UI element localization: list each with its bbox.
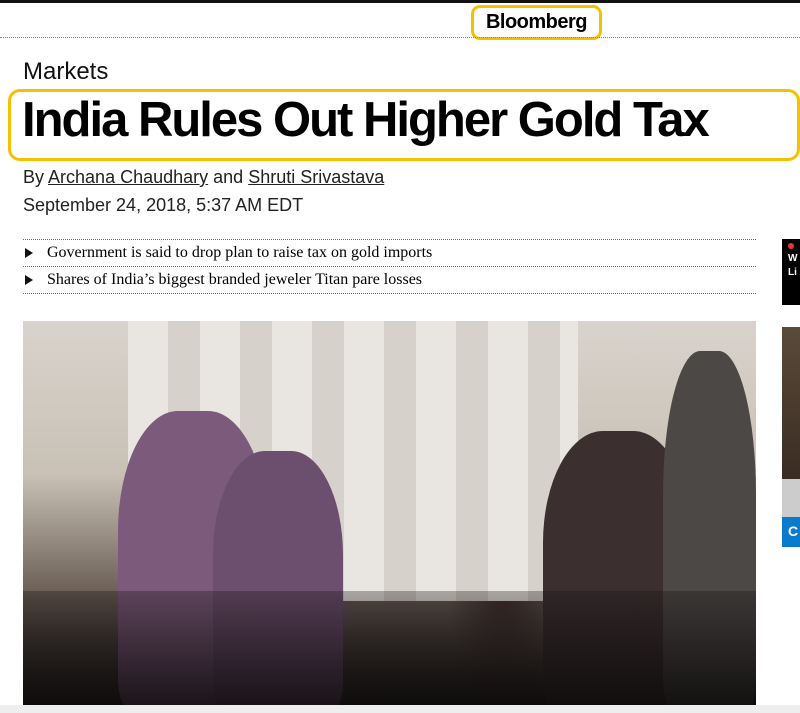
divider <box>0 37 800 38</box>
list-item: Shares of India’s biggest branded jewele… <box>23 267 756 294</box>
byline-joiner: and <box>213 167 244 187</box>
triangle-bullet-icon <box>25 275 33 285</box>
publish-date: September 24, 2018, 5:37 AM EDT <box>23 195 304 215</box>
top-bar <box>0 0 800 3</box>
list-item: Government is said to drop plan to raise… <box>23 240 756 267</box>
promo-text: W <box>788 253 798 264</box>
section-label[interactable]: Markets <box>23 58 109 85</box>
headline-highlight <box>8 89 800 161</box>
live-dot-icon <box>788 243 794 249</box>
footer-strip <box>0 705 800 713</box>
bullet-text: Government is said to drop plan to raise… <box>47 244 433 261</box>
sidebar-live-promo[interactable]: W Li <box>782 239 800 305</box>
logo-link[interactable]: Bloomberg <box>471 5 602 40</box>
summary-bullets: Government is said to drop plan to raise… <box>23 239 756 294</box>
bloomberg-logo: Bloomberg <box>485 11 588 33</box>
byline: By Archana Chaudhary and Shruti Srivasta… <box>23 167 384 188</box>
byline-prefix: By <box>23 167 45 187</box>
counter <box>23 591 756 705</box>
headline: India Rules Out Higher Gold Tax <box>22 93 710 147</box>
author-link[interactable]: Shruti Srivastava <box>248 167 385 187</box>
triangle-bullet-icon <box>25 248 33 258</box>
sidebar-image[interactable] <box>782 327 800 517</box>
article-photo <box>23 321 756 705</box>
sidebar-button[interactable]: C <box>782 517 800 547</box>
promo-text: Li <box>788 267 797 278</box>
bullet-text: Shares of India’s biggest branded jewele… <box>47 271 423 288</box>
author-link[interactable]: Archana Chaudhary <box>48 167 209 187</box>
